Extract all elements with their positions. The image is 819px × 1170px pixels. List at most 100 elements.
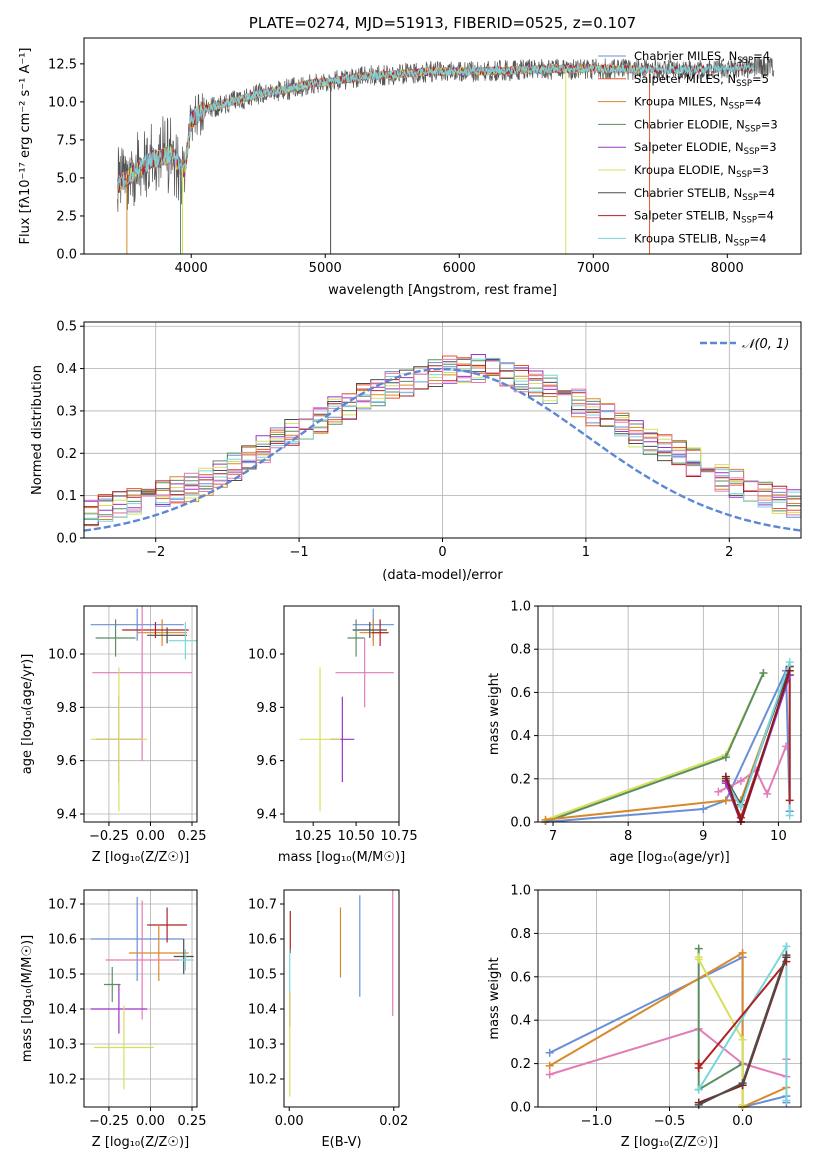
y-tick-label: 12.5 <box>48 57 77 72</box>
y-tick-label: 10.7 <box>248 898 277 913</box>
y-tick-label: 5.0 <box>56 171 77 186</box>
spectrum-line-1 <box>117 63 641 193</box>
weight-marker <box>721 772 730 781</box>
legend-sub: SSP <box>736 79 752 89</box>
y-tick-label: 2.5 <box>56 209 77 224</box>
axes-frame <box>283 605 400 823</box>
weight-marker <box>694 955 703 964</box>
residual-panel: 𝒩(0, 1) −2 −1 0 1 2 0.0 0.1 0.2 0.3 0.4 0.5 (data-mo… <box>30 320 802 583</box>
y-tick-label: 10.5 <box>248 968 277 983</box>
legend-name: Salpeter MILES, N <box>634 72 736 86</box>
axes-frame <box>83 321 802 539</box>
histogram-step-6 <box>84 358 801 532</box>
y-tick-label: 10.0 <box>48 95 77 110</box>
weight-marker <box>738 1079 747 1088</box>
spectrum-line-3 <box>117 63 641 194</box>
axes-frame <box>283 889 400 1108</box>
x-tick-label: −1.0 <box>581 1114 613 1129</box>
y-tick-label: 10.6 <box>248 933 277 948</box>
x-tick-label: 0.00 <box>136 829 165 844</box>
y-axis-label: mass [log₁₀(M/M☉)] <box>20 935 35 1062</box>
y-tick-label: 0.4 <box>56 362 77 377</box>
tick-group: −1.0 −0.5 0.0 0.0 0.2 0.4 0.6 0.8 1.0 <box>510 884 801 1129</box>
x-axis-label: (data-model)/error <box>382 568 503 583</box>
legend-suffix: =3 <box>760 140 777 154</box>
weight-marker <box>785 811 794 820</box>
y-tick-label: 0.2 <box>56 447 77 462</box>
legend-sub: SSP <box>734 238 750 248</box>
y-tick-label: 1.0 <box>510 600 531 615</box>
y-tick-label: 0.6 <box>510 686 531 701</box>
legend-sub: SSP <box>745 124 761 134</box>
legend-sub: SSP <box>737 56 753 66</box>
y-tick-label: 0.4 <box>510 1014 531 1029</box>
legend-label: Salpeter ELODIE, NSSP=3 <box>634 140 777 157</box>
weight-lines <box>545 942 791 1110</box>
y-tick-label: 9.4 <box>256 808 277 823</box>
x-axis-label: wavelength [Angstrom, rest frame] <box>328 283 557 298</box>
y-tick-label: 7.5 <box>56 133 77 148</box>
spectrum-lines <box>117 56 775 254</box>
tick-group: −0.25 0.00 0.25 10.2 10.3 10.4 10.5 10.6 10.7 <box>48 890 206 1129</box>
x-tick-label: 5000 <box>309 261 342 276</box>
legend-sub: SSP <box>744 147 760 157</box>
age_vs_z-panel: −0.25 0.00 0.25 9.4 9.6 9.8 10.0 Z [log₁₀(Z/Z☉)… <box>20 605 206 865</box>
x-tick-label: −1 <box>290 545 309 560</box>
weight-marker <box>545 1048 554 1057</box>
weight-marker <box>714 787 723 796</box>
y-tick-label: 10.6 <box>48 933 77 948</box>
chart-title: PLATE=0274, MJD=51913, FIBERID=0525, z=0… <box>249 14 636 32</box>
legend-label: Kroupa ELODIE, NSSP=3 <box>634 163 769 180</box>
tick-group: −0.25 0.00 0.25 9.4 9.6 9.8 10.0 <box>48 606 206 844</box>
weight-marker <box>699 805 708 814</box>
weight-lines <box>541 658 794 825</box>
spectrum-line-4 <box>117 63 641 193</box>
mass_weight_vs_age-panel: 7 8 9 10 0.0 0.2 0.4 0.6 0.8 1.0 age [log₁₀(age/yr… <box>487 600 802 865</box>
mass_vs_ebv-panel: 0.00 0.02 10.2 10.3 10.4 10.5 10.6 10.7 E(B-V) <box>248 889 408 1150</box>
x-tick-label: 8 <box>624 829 632 844</box>
x-tick-label: 0 <box>438 545 446 560</box>
x-tick-label: 10 <box>770 829 787 844</box>
legend-suffix: =4 <box>757 209 774 223</box>
legend-sub: SSP <box>729 102 745 112</box>
y-tick-label: 10.0 <box>48 648 77 663</box>
x-tick-label: 4000 <box>175 261 208 276</box>
weight-marker <box>738 1035 747 1044</box>
weight-marker <box>785 796 794 805</box>
x-axis-label: Z [log₁₀(Z/Z☉)] <box>621 1135 718 1150</box>
legend-suffix: =4 <box>749 231 766 245</box>
histogram-step-0 <box>84 360 801 521</box>
weight-marker <box>545 1061 554 1070</box>
legend-sub: SSP <box>741 216 757 226</box>
gaussian-curve <box>83 367 802 532</box>
legend-name: Salpeter ELODIE, N <box>634 140 744 154</box>
weight-marker <box>721 753 730 762</box>
weight-marker <box>759 668 768 677</box>
y-tick-label: 9.4 <box>56 808 77 823</box>
x-axis-label: mass [log₁₀(M/M☉)] <box>278 850 405 865</box>
y-tick-label: 0.0 <box>56 532 77 547</box>
legend-name: Kroupa STELIB, N <box>634 231 734 245</box>
legend-label: Kroupa STELIB, NSSP=4 <box>634 231 766 248</box>
x-tick-label: 0.02 <box>379 1114 408 1129</box>
y-tick-label: 9.6 <box>56 754 77 769</box>
weight-marker <box>541 815 550 824</box>
legend-name: Chabrier ELODIE, N <box>634 117 745 131</box>
y-axis-label: age [log₁₀(age/yr)] <box>20 654 35 775</box>
y-tick-label: 0.0 <box>56 248 77 263</box>
x-axis-label: Z [log₁₀(Z/Z☉)] <box>92 850 189 865</box>
spectrum-line-8 <box>117 63 755 191</box>
legend-sub: SSP <box>742 193 758 203</box>
age_vs_mass-panel: 10.25 10.50 10.75 9.4 9.6 9.8 10.0 mass [log₁₀(… <box>248 605 418 865</box>
legend-suffix: =3 <box>752 163 769 177</box>
weight-marker <box>781 742 790 751</box>
x-tick-label: 10.25 <box>295 829 332 844</box>
y-tick-label: 0.8 <box>510 643 531 658</box>
y-tick-label: 10.7 <box>48 898 77 913</box>
errorbar-points <box>90 606 197 812</box>
legend-name: Chabrier STELIB, N <box>634 186 742 200</box>
y-axis-label: Flux [fλ10⁻¹⁷ erg cm⁻² s⁻¹ A⁻¹] <box>18 48 33 245</box>
weight-marker <box>763 789 772 798</box>
y-tick-label: 0.8 <box>510 927 531 942</box>
